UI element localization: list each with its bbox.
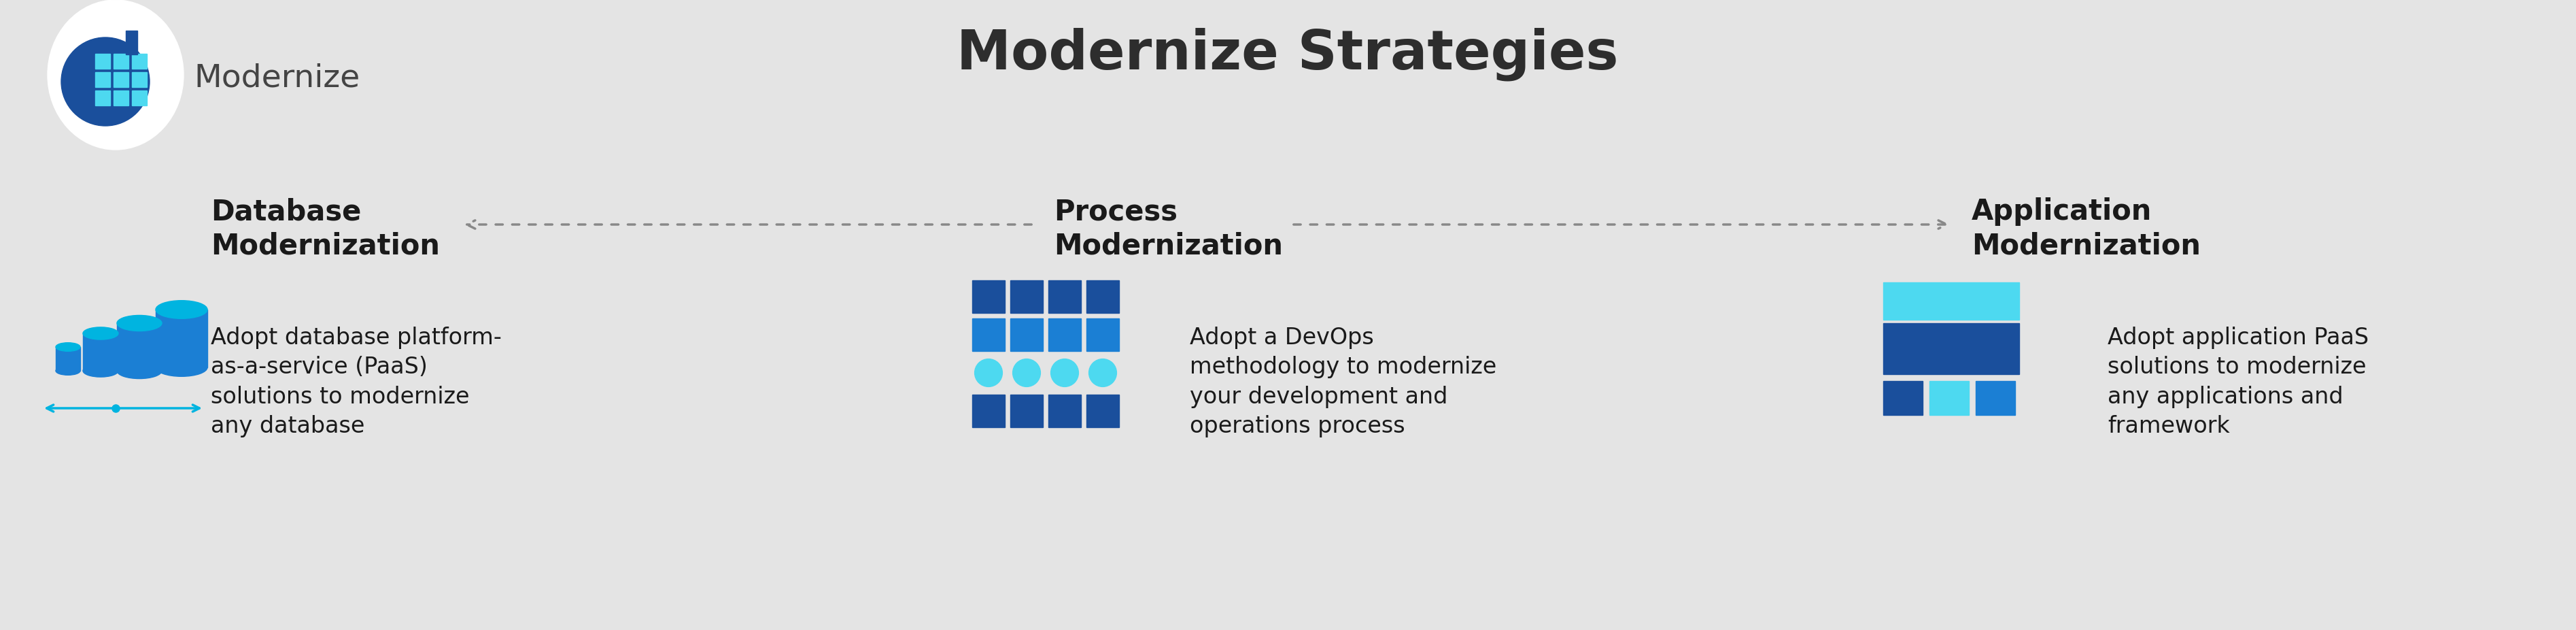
Bar (113, 54, 129, 69)
Ellipse shape (57, 367, 80, 375)
Bar (971, 394, 1005, 427)
Bar (113, 91, 129, 105)
Ellipse shape (62, 37, 149, 126)
Bar (131, 54, 147, 69)
Ellipse shape (116, 363, 162, 379)
Bar (131, 91, 147, 105)
Bar (131, 72, 147, 87)
Ellipse shape (57, 343, 80, 352)
Ellipse shape (155, 301, 206, 319)
Ellipse shape (116, 315, 162, 331)
Ellipse shape (1090, 359, 1115, 387)
Bar (971, 318, 1005, 351)
Bar (1883, 381, 1922, 415)
Ellipse shape (1051, 359, 1079, 387)
Bar (82, 333, 118, 371)
Bar (1976, 381, 2014, 415)
Bar (1010, 394, 1043, 427)
Bar (95, 91, 111, 105)
Bar (1087, 280, 1118, 313)
Text: Application
Modernization: Application Modernization (1971, 197, 2200, 260)
Bar (971, 280, 1005, 313)
Ellipse shape (82, 365, 118, 377)
Bar (1048, 280, 1082, 313)
Bar (95, 72, 111, 87)
Text: Process
Modernization: Process Modernization (1054, 197, 1283, 260)
Ellipse shape (46, 0, 183, 150)
Bar (1010, 318, 1043, 351)
Bar (1048, 394, 1082, 427)
Bar (57, 347, 80, 371)
Text: Adopt database platform-
as-a-service (PaaS)
solutions to modernize
any database: Adopt database platform- as-a-service (P… (211, 326, 502, 438)
Bar (116, 323, 162, 371)
Text: Adopt application PaaS
solutions to modernize
any applications and
framework: Adopt application PaaS solutions to mode… (2107, 326, 2370, 438)
Bar (1929, 381, 1968, 415)
Bar (1087, 318, 1118, 351)
Text: Modernize: Modernize (193, 63, 361, 93)
Ellipse shape (1012, 359, 1041, 387)
Bar (1087, 394, 1118, 427)
Bar (1883, 282, 2020, 320)
Bar (1883, 323, 2020, 374)
Text: Database
Modernization: Database Modernization (211, 197, 440, 260)
Ellipse shape (82, 327, 118, 340)
Bar (1010, 280, 1043, 313)
Ellipse shape (155, 358, 206, 377)
Ellipse shape (974, 359, 1002, 387)
Bar (1048, 318, 1082, 351)
Text: Modernize Strategies: Modernize Strategies (956, 28, 1618, 81)
Bar (95, 54, 111, 69)
Text: Adopt a DevOps
methodology to modernize
your development and
operations process: Adopt a DevOps methodology to modernize … (1190, 326, 1497, 438)
Bar (155, 309, 206, 367)
Bar (126, 31, 137, 54)
Bar (113, 72, 129, 87)
